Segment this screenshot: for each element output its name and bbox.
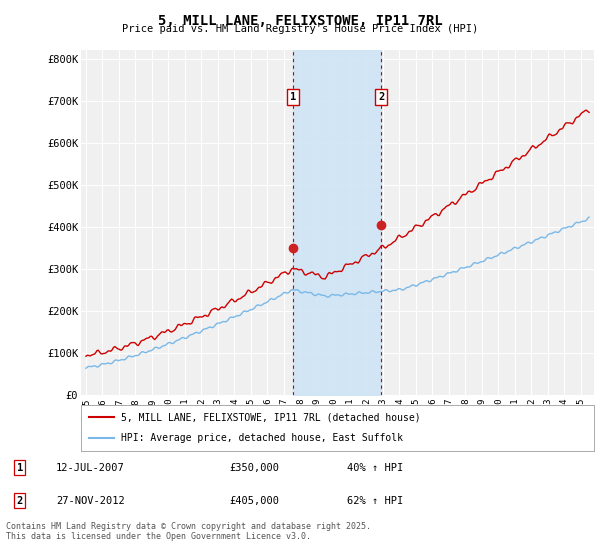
Text: £405,000: £405,000 bbox=[229, 496, 280, 506]
Text: 2: 2 bbox=[378, 92, 385, 102]
Text: 1: 1 bbox=[290, 92, 296, 102]
Text: Price paid vs. HM Land Registry's House Price Index (HPI): Price paid vs. HM Land Registry's House … bbox=[122, 24, 478, 34]
Text: 62% ↑ HPI: 62% ↑ HPI bbox=[347, 496, 403, 506]
Text: 12-JUL-2007: 12-JUL-2007 bbox=[56, 463, 125, 473]
Text: £350,000: £350,000 bbox=[229, 463, 280, 473]
Text: 27-NOV-2012: 27-NOV-2012 bbox=[56, 496, 125, 506]
Text: 1: 1 bbox=[17, 463, 23, 473]
Text: Contains HM Land Registry data © Crown copyright and database right 2025.
This d: Contains HM Land Registry data © Crown c… bbox=[6, 522, 371, 542]
Text: 40% ↑ HPI: 40% ↑ HPI bbox=[347, 463, 403, 473]
Text: 5, MILL LANE, FELIXSTOWE, IP11 7RL (detached house): 5, MILL LANE, FELIXSTOWE, IP11 7RL (deta… bbox=[121, 412, 421, 422]
Text: 2: 2 bbox=[17, 496, 23, 506]
Text: 5, MILL LANE, FELIXSTOWE, IP11 7RL: 5, MILL LANE, FELIXSTOWE, IP11 7RL bbox=[158, 14, 442, 28]
Text: HPI: Average price, detached house, East Suffolk: HPI: Average price, detached house, East… bbox=[121, 433, 403, 444]
